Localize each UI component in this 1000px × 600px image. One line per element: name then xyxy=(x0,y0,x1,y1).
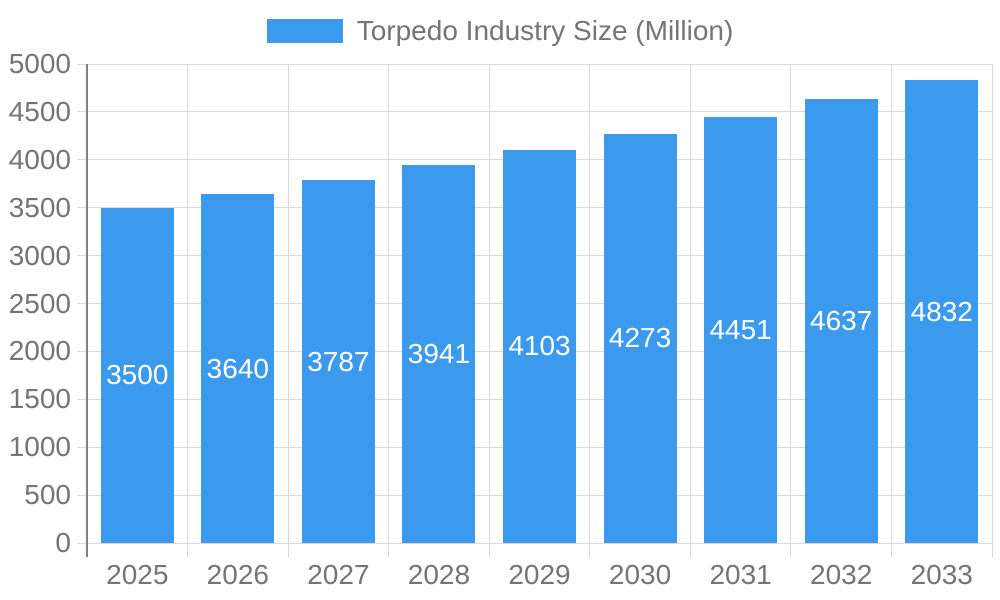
v-gridline xyxy=(187,64,189,557)
bar xyxy=(603,133,677,543)
legend-item[interactable]: Torpedo Industry Size (Million) xyxy=(0,15,1000,47)
x-axis-tick-label: 2033 xyxy=(910,559,973,590)
y-axis-tick-label: 4000 xyxy=(8,143,71,175)
v-gridline xyxy=(991,64,993,557)
y-axis-tick-label: 3000 xyxy=(8,239,71,271)
x-axis-tick-label: 2025 xyxy=(106,559,169,590)
bar xyxy=(100,207,174,543)
y-axis-tick-label: 0 xyxy=(55,527,71,558)
y-axis-tick-label: 5000 xyxy=(8,48,71,79)
y-axis-line xyxy=(86,64,88,557)
h-gridline xyxy=(77,542,992,544)
h-gridline xyxy=(77,111,992,113)
x-axis-tick-label: 2028 xyxy=(407,559,471,590)
bar xyxy=(503,149,576,543)
x-axis-tick-label: 2030 xyxy=(608,559,672,590)
y-axis-tick-label: 1500 xyxy=(8,383,71,415)
v-gridline xyxy=(488,64,490,557)
x-axis-tick-label: 2031 xyxy=(709,559,772,590)
bar xyxy=(301,180,375,543)
y-axis-tick-label: 2500 xyxy=(8,287,71,319)
x-axis-tick-label: 2032 xyxy=(810,559,873,590)
y-axis-tick-label: 4500 xyxy=(8,95,71,127)
bar xyxy=(704,116,778,543)
x-axis-tick-label: 2026 xyxy=(206,559,269,590)
bar xyxy=(402,165,476,543)
v-gridline xyxy=(890,64,892,557)
v-gridline xyxy=(689,64,691,557)
y-axis-tick-label: 1000 xyxy=(8,431,71,463)
v-gridline xyxy=(790,64,792,557)
legend-swatch xyxy=(266,19,343,43)
h-gridline xyxy=(77,63,992,65)
legend-label: Torpedo Industry Size (Million) xyxy=(356,15,734,46)
bar xyxy=(804,98,878,543)
x-axis-tick-label: 2027 xyxy=(307,559,370,590)
v-gridline xyxy=(388,64,390,557)
v-gridline xyxy=(589,64,591,557)
y-axis-tick-label: 2000 xyxy=(8,335,71,367)
y-axis-tick-label: 3500 xyxy=(8,191,71,223)
bar xyxy=(201,194,275,543)
bar xyxy=(905,80,979,543)
x-axis-tick-label: 2029 xyxy=(508,559,571,590)
v-gridline xyxy=(287,64,289,557)
y-axis-tick-label: 500 xyxy=(24,479,71,511)
